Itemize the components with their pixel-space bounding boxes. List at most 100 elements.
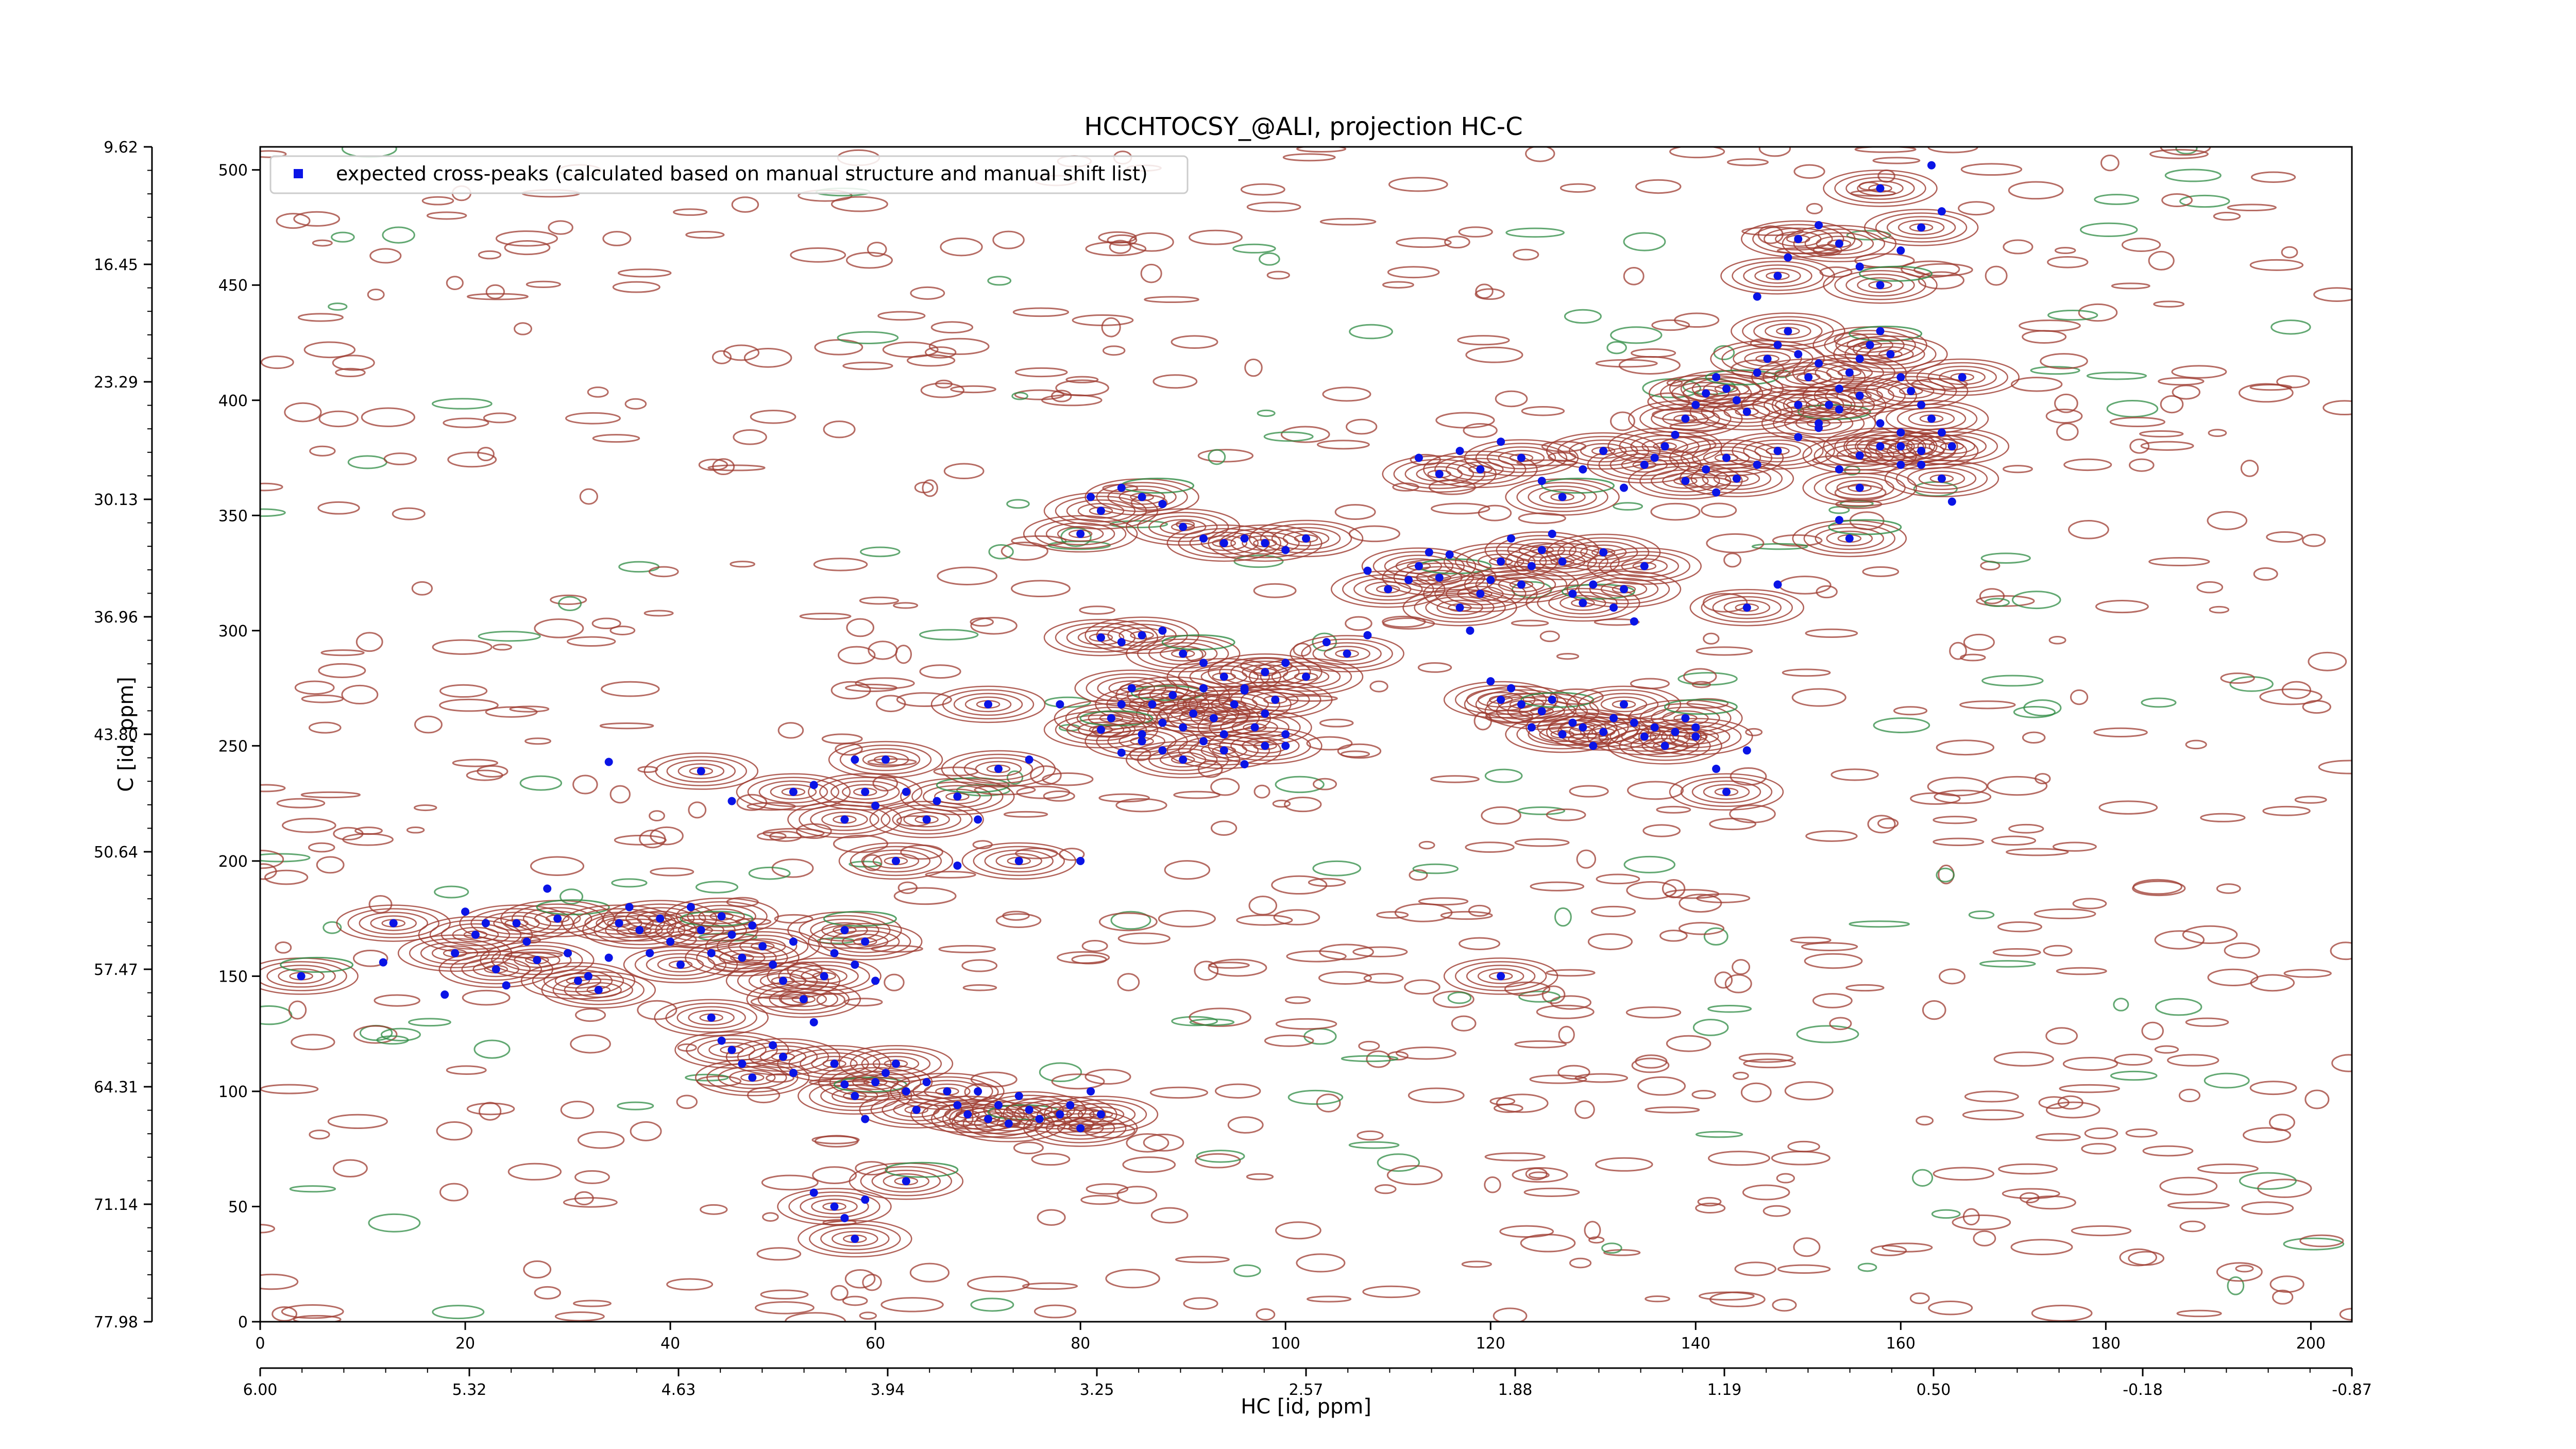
peak-contour	[1248, 658, 1364, 696]
noise-contour	[2040, 353, 2088, 369]
cross-peak-point	[861, 1115, 870, 1123]
noise-contour	[2330, 941, 2352, 961]
noise-contour	[1382, 281, 1414, 289]
cross-peak-point	[1732, 396, 1741, 405]
noise-contour	[859, 1311, 877, 1320]
noise-contour	[2224, 942, 2260, 959]
peak-contour	[1528, 485, 1597, 509]
noise-contour	[837, 331, 899, 344]
noise-contour	[1893, 706, 1928, 716]
x-tick-label: 180	[2091, 1335, 2121, 1353]
peak-contour	[429, 919, 522, 950]
noise-contour	[1387, 266, 1440, 279]
peak-contour	[1241, 688, 1310, 712]
noise-contour	[928, 338, 990, 355]
noise-contour	[1468, 904, 1491, 917]
noise-contour	[896, 692, 952, 707]
peak-contour	[841, 784, 889, 800]
negative-contour	[1664, 699, 1738, 715]
noise-contour	[1528, 1171, 1550, 1179]
noise-contour	[592, 434, 640, 443]
noise-contour	[355, 632, 383, 652]
cross-peak-point	[1815, 359, 1823, 368]
noise-contour	[736, 794, 768, 811]
legend-box	[269, 155, 1189, 194]
noise-contour	[2093, 727, 2148, 737]
cross-peak-point	[1558, 730, 1567, 738]
noise-contour	[1691, 681, 1711, 688]
x-ppm-tick-label: 5.32	[452, 1381, 487, 1399]
x-tick-label: 100	[1271, 1335, 1300, 1353]
noise-contour	[1651, 319, 1690, 331]
noise-contour	[1475, 288, 1505, 300]
noise-contour	[281, 1304, 344, 1319]
x-ppm-tick-label: 6.00	[243, 1381, 278, 1399]
noise-contour	[897, 881, 918, 895]
contour-layer	[260, 147, 2352, 1322]
peak-contour	[665, 1002, 757, 1033]
noise-contour	[970, 1298, 1014, 1312]
noise-contour	[1939, 968, 1966, 985]
noise-contour	[1867, 815, 1896, 834]
noise-contour	[1440, 911, 1493, 920]
cross-peak-point	[1917, 447, 1926, 456]
cross-peak-point	[1568, 589, 1577, 598]
peak-contour	[1148, 748, 1218, 771]
noise-contour	[1312, 860, 1362, 877]
noise-contour	[2204, 1072, 2250, 1089]
cross-peak-point	[1548, 530, 1556, 538]
peak-contour	[952, 753, 1045, 784]
noise-contour	[812, 1166, 857, 1184]
peak-contour	[770, 784, 817, 800]
y-axis-ppm-ticks: 77.98 71.14 64.31 57.47 50.64 43.80 36.96 30.13…	[94, 139, 152, 1332]
cross-peak-point	[1497, 695, 1505, 704]
noise-contour	[1144, 296, 1199, 304]
peak-contour	[1918, 470, 1965, 487]
noise-contour	[1197, 449, 1254, 463]
noise-contour	[332, 355, 375, 371]
cross-peak-point	[789, 937, 798, 946]
peak-contour	[1454, 684, 1547, 715]
noise-contour	[1374, 1184, 1397, 1194]
peak-contour	[1845, 177, 1915, 200]
noise-contour	[1394, 903, 1453, 922]
noise-contour	[317, 501, 360, 515]
peak-contour	[278, 968, 325, 984]
noise-contour	[2086, 372, 2147, 380]
noise-contour	[2249, 259, 2304, 271]
peak-contour	[1834, 269, 1926, 300]
noise-contour	[1312, 778, 1337, 790]
noise-contour	[1259, 252, 1280, 266]
y-tick-label: 450	[218, 277, 248, 295]
noise-contour	[617, 1101, 654, 1110]
peak-contour	[1446, 458, 1515, 481]
cross-peak-point	[779, 976, 787, 985]
peak-contour	[1752, 224, 1844, 255]
peak-contour	[1916, 362, 2008, 393]
noise-contour	[2220, 672, 2255, 684]
noise-contour	[845, 683, 897, 693]
noise-contour	[1554, 907, 1572, 927]
noise-contour	[733, 429, 767, 445]
peak-contour	[811, 1199, 858, 1215]
noise-contour	[1395, 1047, 1456, 1060]
noise-contour	[2216, 1262, 2263, 1282]
noise-contour	[601, 681, 660, 697]
cross-peak-point	[727, 1046, 736, 1054]
cross-peak-point	[922, 815, 931, 824]
noise-contour	[2008, 181, 2064, 200]
noise-contour	[1011, 580, 1071, 598]
cross-peak-point	[1250, 723, 1259, 732]
noise-contour	[723, 344, 760, 361]
noise-contour	[1080, 1194, 1120, 1205]
noise-contour	[1280, 426, 1330, 443]
noise-contour	[1459, 937, 1501, 950]
noise-contour	[1149, 1086, 1209, 1099]
noise-contour	[872, 775, 899, 791]
noise-contour	[333, 827, 364, 840]
peak-contour	[541, 971, 656, 1009]
noise-contour	[909, 1262, 950, 1283]
cross-peak-point	[1096, 726, 1105, 734]
noise-contour	[1494, 1103, 1523, 1113]
cross-peak-point	[1455, 447, 1464, 456]
